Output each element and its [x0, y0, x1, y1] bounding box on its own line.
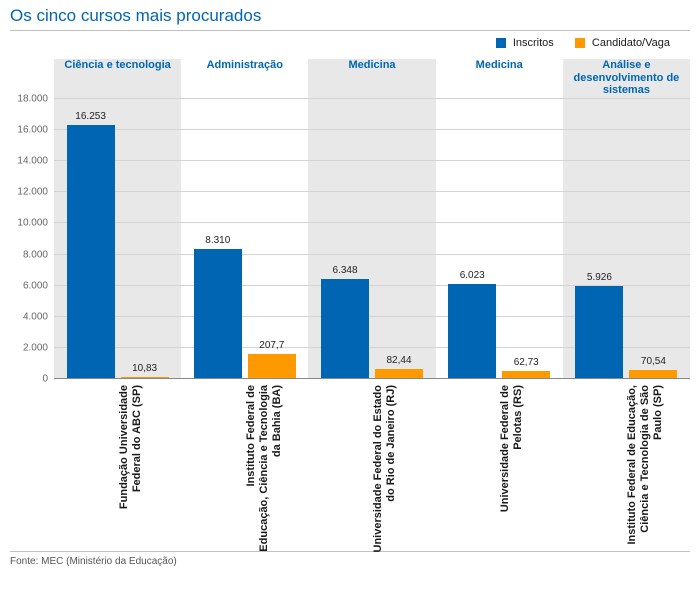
course-header: Medicina — [308, 59, 435, 99]
course-header: Administração — [181, 59, 308, 99]
institution-label: Instituto Federal deEducação, Ciência e … — [245, 385, 285, 552]
y-tick: 14.000 — [17, 156, 48, 167]
y-tick: 10.000 — [17, 218, 48, 229]
bar-slot-candidato: 82,44 — [375, 99, 423, 378]
plot: Ciência e tecnologia 16.253 10,83 Administr… — [54, 59, 690, 379]
bar-value-label: 207,7 — [259, 340, 284, 351]
y-axis: 02.0004.0006.0008.00010.00012.00014.0001… — [10, 59, 54, 379]
legend-item-inscritos: Inscritos — [496, 37, 554, 49]
bar-candidato — [375, 369, 423, 378]
bar-slot-inscritos: 8.310 — [194, 99, 242, 378]
bar-slot-inscritos: 16.253 — [67, 99, 115, 378]
x-label-slot: Instituto Federal de Educação,Ciência e … — [563, 379, 690, 549]
x-label-slot: Instituto Federal deEducação, Ciência e … — [181, 379, 308, 549]
bar-slot-inscritos: 6.023 — [448, 99, 496, 378]
bar-candidato — [502, 371, 550, 378]
bar-group: Medicina 6.348 82,44 — [308, 59, 435, 379]
bar-group: Administração 8.310 207,7 — [181, 59, 308, 379]
bar-value-label: 16.253 — [75, 111, 106, 122]
bar-inscritos — [67, 125, 115, 378]
y-tick: 6.000 — [23, 280, 48, 291]
course-header: Ciência e tecnologia — [54, 59, 181, 99]
bar-value-label: 6.348 — [332, 265, 357, 276]
y-tick: 8.000 — [23, 249, 48, 260]
x-label-slot: Universidade Federal dePelotas (RS) — [436, 379, 563, 549]
institution-label: Instituto Federal de Educação,Ciência e … — [626, 385, 666, 545]
institution-label: Universidade Federal do Estadodo Rio de … — [372, 385, 398, 553]
bar-slot-candidato: 70,54 — [629, 99, 677, 378]
plot-area: 02.0004.0006.0008.00010.00012.00014.0001… — [10, 59, 690, 379]
bars-area: 6.348 82,44 — [308, 99, 435, 379]
bar-inscritos — [321, 279, 369, 378]
x-axis-labels: Fundação UniversidadeFederal do ABC (SP)… — [54, 379, 690, 549]
course-header: Análise e desenvolvimento de sistemas — [563, 59, 690, 99]
y-tick: 4.000 — [23, 311, 48, 322]
legend: Inscritos Candidato/Vaga — [10, 37, 690, 49]
bars-area: 16.253 10,83 — [54, 99, 181, 379]
legend-label-inscritos: Inscritos — [513, 37, 554, 49]
legend-swatch-inscritos — [496, 38, 506, 48]
bar-inscritos — [448, 284, 496, 378]
legend-swatch-candidato — [575, 38, 585, 48]
bars-area: 5.926 70,54 — [563, 99, 690, 379]
bar-value-label: 5.926 — [587, 272, 612, 283]
bar-value-label: 82,44 — [386, 355, 411, 366]
chart-title: Os cinco cursos mais procurados — [10, 6, 690, 31]
bar-group: Ciência e tecnologia 16.253 10,83 — [54, 59, 181, 379]
bar-value-label: 62,73 — [514, 357, 539, 368]
bar-slot-inscritos: 6.348 — [321, 99, 369, 378]
y-tick: 18.000 — [17, 94, 48, 105]
bar-value-label: 10,83 — [132, 363, 157, 374]
bar-value-label: 8.310 — [205, 235, 230, 246]
bar-slot-candidato: 62,73 — [502, 99, 550, 378]
bar-group: Medicina 6.023 62,73 — [436, 59, 563, 379]
x-label-slot: Fundação UniversidadeFederal do ABC (SP) — [54, 379, 181, 549]
chart-container: Os cinco cursos mais procurados Inscrito… — [0, 0, 700, 575]
bar-slot-candidato: 207,7 — [248, 99, 296, 378]
bar-group: Análise e desenvolvimento de sistemas5.9… — [563, 59, 690, 379]
course-header: Medicina — [436, 59, 563, 99]
bar-slot-inscritos: 5.926 — [575, 99, 623, 378]
bar-candidato — [629, 370, 677, 378]
legend-label-candidato: Candidato/Vaga — [592, 37, 670, 49]
bar-candidato — [121, 377, 169, 378]
y-tick: 2.000 — [23, 342, 48, 353]
bars-area: 6.023 62,73 — [436, 99, 563, 379]
bars-area: 8.310 207,7 — [181, 99, 308, 379]
bar-inscritos — [575, 286, 623, 378]
chart-footer: Fonte: MEC (Ministério da Educação) — [10, 551, 690, 567]
bar-inscritos — [194, 249, 242, 378]
bar-candidato — [248, 354, 296, 378]
bar-slot-candidato: 10,83 — [121, 99, 169, 378]
legend-item-candidato: Candidato/Vaga — [575, 37, 670, 49]
y-tick: 16.000 — [17, 125, 48, 136]
institution-label: Fundação UniversidadeFederal do ABC (SP) — [118, 385, 144, 509]
x-label-slot: Universidade Federal do Estadodo Rio de … — [308, 379, 435, 549]
y-tick: 12.000 — [17, 187, 48, 198]
institution-label: Universidade Federal dePelotas (RS) — [499, 385, 525, 512]
bar-value-label: 70,54 — [641, 356, 666, 367]
y-tick: 0 — [42, 374, 48, 385]
bar-value-label: 6.023 — [460, 270, 485, 281]
